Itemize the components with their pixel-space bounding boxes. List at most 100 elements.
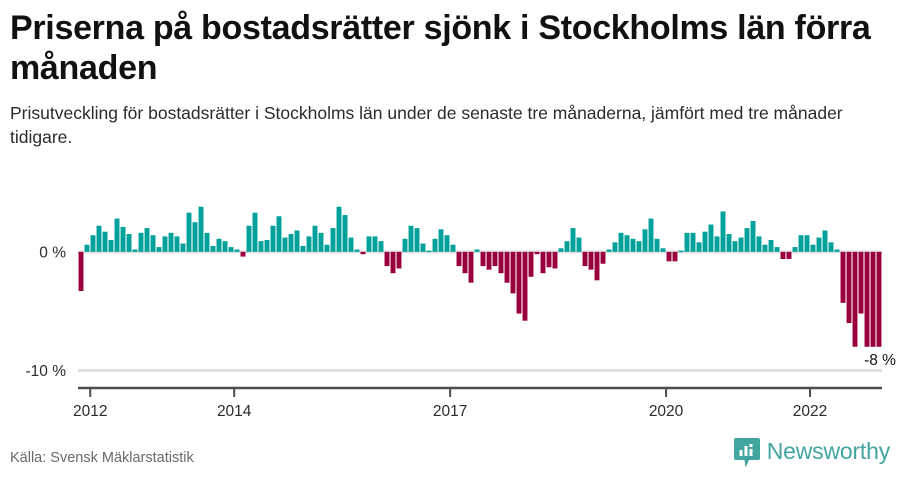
chart-bubble-icon [733, 438, 760, 468]
bar [432, 238, 438, 252]
bar [492, 251, 498, 267]
y-axis-tick-label: 0 % [39, 244, 66, 261]
bar [216, 238, 222, 252]
bar-chart: 0 % -10 % 2012 2014 2017 2020 2022 -8 % [0, 190, 900, 425]
bar [126, 234, 132, 252]
bar [498, 251, 504, 274]
bar [156, 247, 162, 252]
bar [750, 220, 756, 252]
bar [618, 232, 624, 252]
bar-series [78, 206, 882, 347]
source-note: Källa: Svensk Mäklarstatistik [10, 450, 194, 466]
bar [342, 215, 348, 252]
bar [534, 251, 540, 255]
bar [870, 251, 876, 347]
bar [402, 238, 408, 252]
bar [468, 251, 474, 283]
bar [708, 224, 714, 252]
bar [714, 236, 720, 252]
bar [324, 244, 330, 252]
bar [660, 248, 666, 252]
bar [612, 242, 618, 252]
bar [246, 225, 252, 252]
bar [786, 251, 792, 259]
bar [738, 237, 744, 252]
bar [762, 244, 768, 252]
bar [240, 251, 246, 257]
bar [780, 251, 786, 259]
bar [198, 206, 204, 252]
bar [564, 241, 570, 252]
chart-canvas: 0 % -10 % 2012 2014 2017 2020 2022 -8 % [26, 206, 896, 420]
bar [204, 232, 210, 252]
bar [864, 251, 870, 347]
bar [360, 251, 366, 255]
bar [252, 212, 258, 252]
bar [630, 238, 636, 252]
bar [270, 225, 276, 252]
chart-footer: Källa: Svensk Mäklarstatistik Newsworthy [10, 434, 890, 468]
bar [600, 251, 606, 264]
logo-text: Newsworthy [766, 437, 890, 464]
x-axis-tick-label: 2014 [217, 403, 252, 420]
bar [672, 251, 678, 262]
bar [798, 235, 804, 252]
bar [558, 248, 564, 252]
bar [654, 238, 660, 252]
bar [804, 235, 810, 252]
bar [414, 228, 420, 252]
bar [732, 241, 738, 252]
bar [180, 243, 186, 252]
bar [150, 235, 156, 252]
bar [768, 239, 774, 252]
bar [846, 251, 852, 324]
bar [582, 251, 588, 267]
bar [510, 251, 516, 294]
bar [210, 245, 216, 252]
bar [444, 235, 450, 252]
bar [348, 237, 354, 252]
bar [588, 251, 594, 270]
infographic-page: Priserna på bostadsrätter sjönk i Stockh… [0, 8, 900, 482]
bar [696, 242, 702, 252]
bar [876, 251, 882, 347]
bar [828, 242, 834, 252]
bar [144, 228, 150, 252]
bar [186, 212, 192, 252]
bar [96, 225, 102, 252]
bar [294, 230, 300, 252]
newsworthy-logo: Newsworthy [733, 437, 890, 468]
bar [528, 251, 534, 277]
bar [132, 249, 138, 252]
bar [642, 229, 648, 252]
page-title: Priserna på bostadsrätter sjönk i Stockh… [10, 9, 871, 88]
bar [522, 251, 528, 321]
bar [78, 251, 84, 291]
bar [840, 251, 846, 303]
bar [438, 229, 444, 252]
bar [756, 236, 762, 252]
bar [426, 250, 432, 253]
bar [84, 244, 90, 252]
bar [282, 237, 288, 252]
bar [258, 241, 264, 252]
bar [810, 244, 816, 252]
x-axis-tick-label: 2020 [649, 403, 684, 420]
bar [264, 239, 270, 252]
x-axis-tick-label: 2012 [73, 403, 107, 420]
bar [108, 239, 114, 252]
page-subtitle: Prisutveckling för bostadsrätter i Stock… [10, 103, 843, 147]
bar [378, 241, 384, 252]
bar [372, 236, 378, 252]
bar [606, 249, 612, 252]
bar [168, 232, 174, 252]
x-axis-tick-label: 2022 [793, 403, 827, 420]
bar [300, 245, 306, 252]
bar [594, 251, 600, 281]
bar [576, 237, 582, 252]
bar [312, 225, 318, 252]
bar [774, 247, 780, 252]
bar [546, 251, 552, 268]
bar [174, 236, 180, 252]
bar [318, 232, 324, 252]
